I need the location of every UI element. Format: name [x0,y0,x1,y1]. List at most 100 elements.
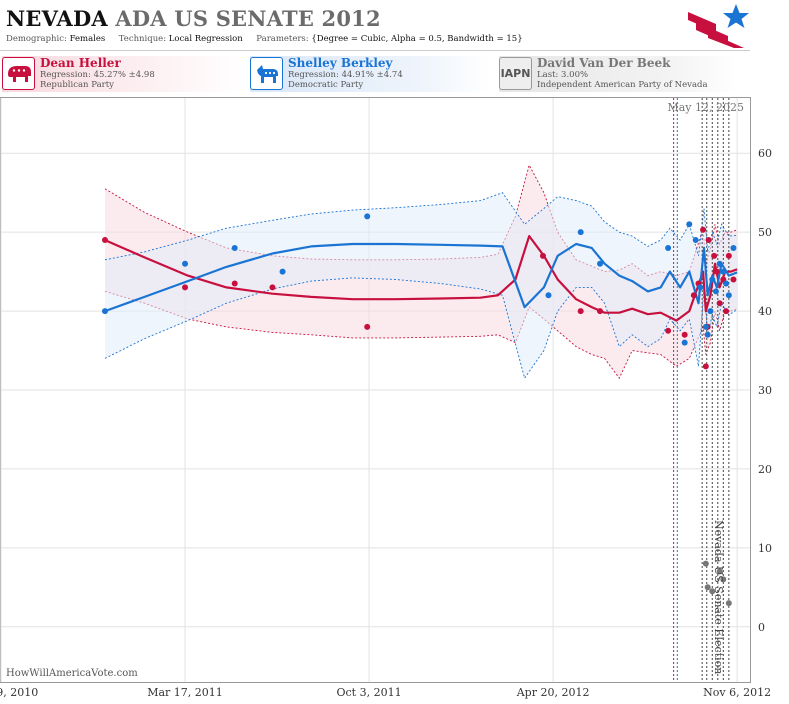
poll-point-2 [704,584,711,591]
gridlines [0,98,750,682]
poll-point-1 [545,292,552,299]
x-tick-label: Aug 29, 2010 [0,686,38,699]
y-tick-label: 30 [758,384,772,397]
poll-point-0 [716,300,723,307]
param-value-parameters: {Degree = Cubic, Alpha = 0.5, Bandwidth … [311,34,523,44]
poll-point-1 [730,244,737,251]
poll-point-2 [709,588,716,595]
candidate-details-republican: Regression: 45.27% ±4.98 Republican Part… [40,70,155,90]
poll-point-2 [702,560,709,567]
poll-point-0 [577,308,584,315]
poll-point-1 [279,268,286,275]
poll-point-1 [692,237,699,244]
poll-point-0 [101,237,108,244]
candidate-party-independent: Independent American Party of Nevada [537,80,708,90]
candidate-last-independent: Last: 3.00% [537,70,589,80]
candidate-party-democratic: Democratic Party [288,80,364,90]
poll-point-0 [725,252,732,259]
candidate-details-independent: Last: 3.00% Independent American Party o… [537,70,708,90]
poll-point-2 [716,568,723,575]
poll-point-0 [597,308,604,315]
regression-line-0 [104,235,738,322]
param-label-technique: Technique: [118,34,167,44]
parameters-line: Demographic: Females Technique: Local Re… [6,34,523,44]
y-tick-label: 60 [758,147,772,160]
poll-points [101,213,737,607]
poll-point-1 [231,244,238,251]
event-lines [673,98,730,682]
y-tick-label: 0 [758,621,765,634]
poll-point-0 [681,331,688,338]
header-divider [0,50,750,51]
candidate-regression-democratic: Regression: 44.91% ±4.74 [288,70,403,80]
y-tick-label: 20 [758,463,772,476]
confidence-band-1 [105,192,738,379]
poll-point-0 [730,276,737,283]
poll-point-2 [720,576,727,583]
y-tick-label: 10 [758,542,772,555]
chart-title: NEVADA ADA US SENATE 2012 [6,6,381,31]
title-state: NEVADA [6,6,108,31]
poll-point-1 [712,288,719,295]
site-watermark: HowWillAmericaVote.com [6,668,138,679]
candidate-name-independent: David Van Der Beek [537,56,671,70]
poll-point-0 [702,363,709,370]
candidate-details-democratic: Regression: 44.91% ±4.74 Democratic Part… [288,70,403,90]
current-date-label: May 12, 2025 [667,101,744,114]
poll-point-1 [577,229,584,236]
poll-point-0 [711,252,718,259]
elephant-icon [2,57,35,90]
regression-lines [104,235,738,322]
poll-point-1 [709,276,716,283]
poll-point-1 [101,308,108,315]
param-value-demographic: Females [69,34,106,44]
poll-point-1 [704,331,711,338]
election-event-label: Nevada US Senate Election [712,520,725,674]
x-tick-label: Apr 20, 2012 [516,686,590,699]
poll-point-1 [702,323,709,330]
poll-point-0 [690,292,697,299]
poll-point-1 [720,268,727,275]
candidate-panel-democratic: Shelley Berkley Regression: 44.91% ±4.74… [250,56,490,92]
x-tick-label: Nov 6, 2012 [703,686,771,699]
poll-point-0 [705,237,712,244]
y-tick-labels: 0 10 20 30 40 50 60 [758,147,772,634]
site-logo [688,4,749,48]
candidate-name-democratic: Shelley Berkley [288,56,393,70]
poll-point-0 [539,252,546,259]
poll-point-1 [725,292,732,299]
x-tick-label: Oct 3, 2011 [337,686,402,699]
candidate-regression-republican: Regression: 45.27% ±4.98 [40,70,155,80]
candidate-panel-republican: Dean Heller Regression: 45.27% ±4.98 Rep… [2,56,242,92]
poll-point-1 [697,284,704,291]
poll-point-0 [231,280,238,287]
upper-bound-line-1 [104,192,738,261]
candidate-party-republican: Republican Party [40,80,114,90]
y-tick-label: 50 [758,226,772,239]
poll-point-0 [700,226,707,233]
poll-point-1 [364,213,371,220]
regression-line-1 [104,242,738,313]
poll-point-1 [182,260,189,267]
param-label-demographic: Demographic: [6,34,67,44]
poll-point-1 [681,339,688,346]
poll-point-1 [707,308,714,315]
title-rest: ADA US SENATE 2012 [115,6,381,31]
candidate-name-republican: Dean Heller [40,56,121,70]
x-tick-label: Mar 17, 2011 [147,686,223,699]
poll-point-0 [723,308,730,315]
party-abbreviation-icon: IAPN [499,57,532,90]
candidate-panel-independent: IAPN David Van Der Beek Last: 3.00% Inde… [499,56,739,92]
x-tick-labels: Aug 29, 2010 Mar 17, 2011 Oct 3, 2011 Apr 2… [0,686,771,699]
donkey-icon [250,57,283,90]
y-tick-label: 40 [758,305,772,318]
confidence-bands [104,163,738,380]
poll-point-0 [269,284,276,291]
poll-point-1 [597,260,604,267]
param-value-technique: Local Regression [168,34,243,44]
poll-point-1 [723,280,730,287]
poll-point-1 [716,260,723,267]
poll-point-1 [665,244,672,251]
poll-point-0 [665,327,672,334]
